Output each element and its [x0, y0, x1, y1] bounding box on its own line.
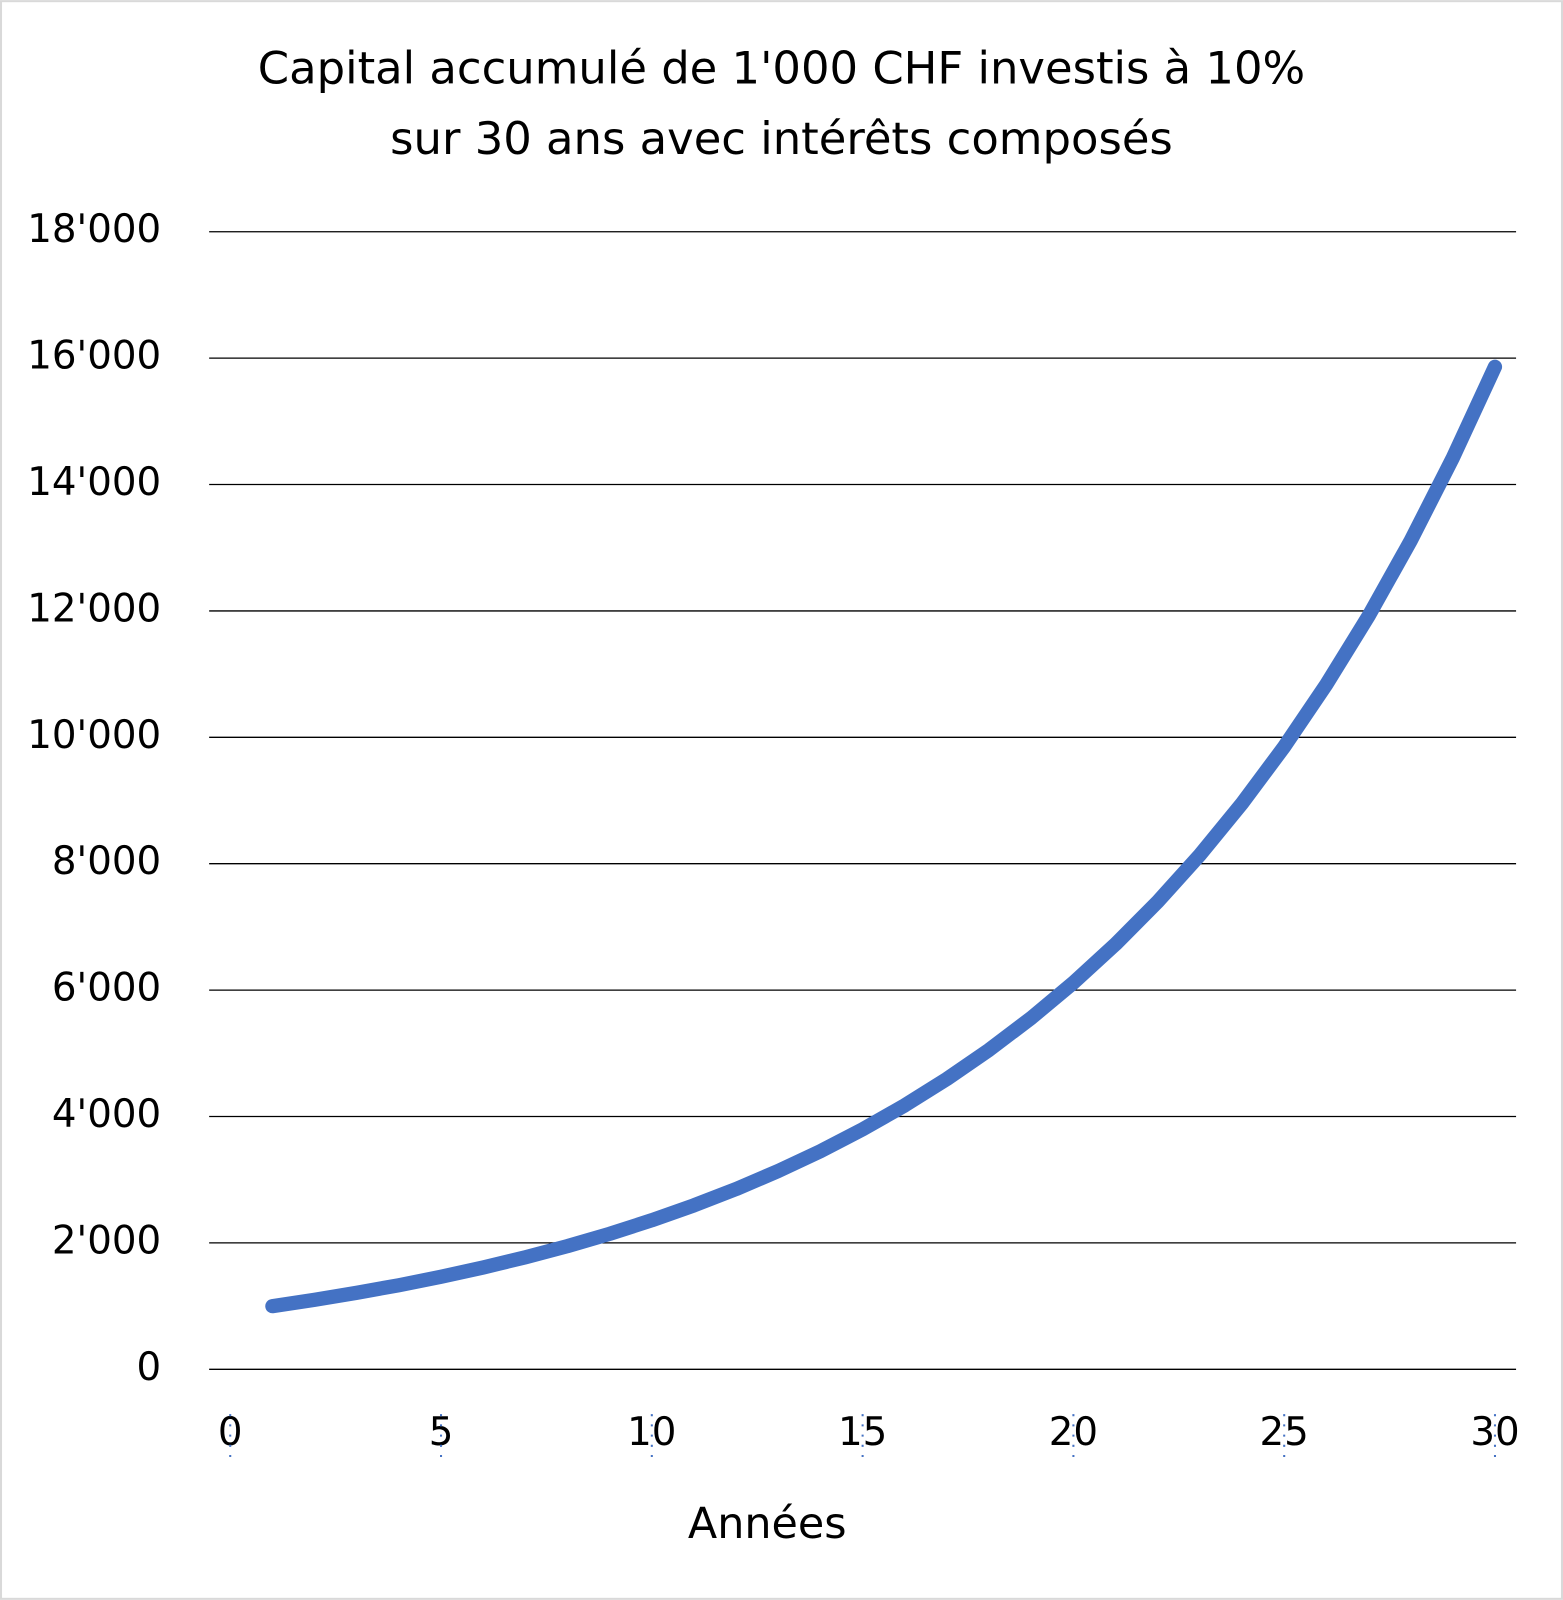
- y-tick-label: 14'000: [27, 460, 161, 505]
- x-axis-label: Années: [688, 1499, 847, 1549]
- y-tick-label: 18'000: [27, 207, 161, 252]
- x-tick-label: 0: [218, 1410, 243, 1455]
- y-tick-label: 4'000: [52, 1092, 161, 1137]
- x-tick-label: 5: [429, 1410, 454, 1455]
- chart-title: Capital accumulé de 1'000 CHF investis à…: [258, 42, 1305, 95]
- y-tick-label: 0: [137, 1345, 162, 1390]
- y-tick-label: 16'000: [27, 334, 161, 379]
- y-tick-label: 2'000: [52, 1218, 161, 1263]
- x-tick-label: 15: [838, 1410, 887, 1455]
- chart-title: sur 30 ans avec intérêts composés: [390, 112, 1173, 165]
- x-tick-label: 30: [1470, 1410, 1519, 1455]
- y-tick-label: 10'000: [27, 713, 161, 758]
- x-tick-label: 25: [1260, 1410, 1309, 1455]
- line-series: [265, 359, 1503, 1314]
- y-tick-label: 8'000: [52, 839, 161, 884]
- x-tick-label: 10: [627, 1410, 676, 1455]
- x-tick-label: 20: [1049, 1410, 1098, 1455]
- y-tick-label: 12'000: [27, 586, 161, 631]
- y-tick-label: 6'000: [52, 966, 161, 1011]
